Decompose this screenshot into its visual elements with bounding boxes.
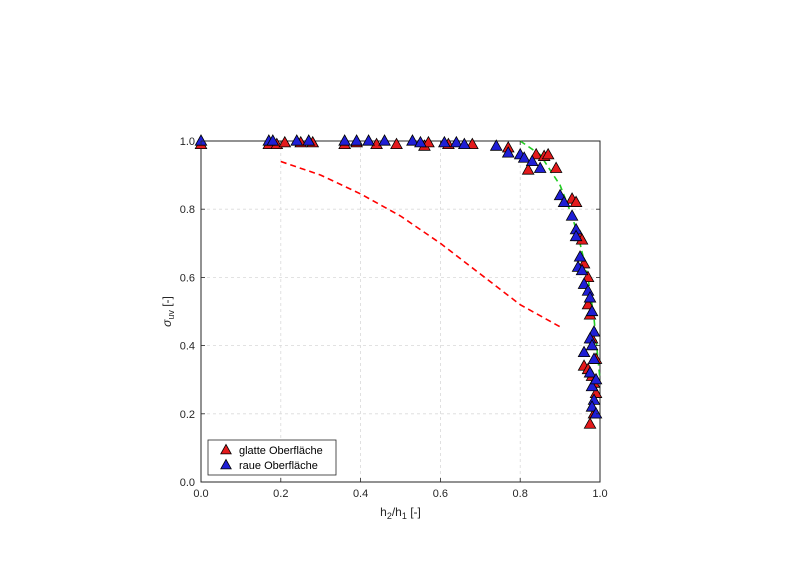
green-dashed-curve [519,140,601,380]
smooth-surface-point [549,161,563,173]
smooth-surface-point [581,297,595,310]
y-tick-label: 1.0 [180,136,195,148]
rough-surface-point [577,277,591,289]
rough-surface-point [525,154,539,167]
x-tick-label: 0.2 [273,488,288,500]
y-tick-label: 0.2 [180,409,195,421]
smooth-surface-point [278,135,292,148]
rough-surface-point [585,304,599,317]
y-tick-label: 0.6 [180,272,195,284]
points-layer [194,134,603,429]
y-tick-label: 0.0 [180,477,195,489]
rough-surface-point [583,291,597,303]
plot-frame [200,140,601,483]
y-tick-label: 0.8 [180,204,195,216]
smooth-surface-point [390,137,403,150]
y-axis-label: σuv [-] [160,296,176,327]
x-tick-label: 0.4 [353,488,368,500]
smooth-surface-point [529,147,543,160]
ticks-layer: 0.0 0.2 0.4 0.6 0.8 1.0 0.0 0.2 0.4 0.6 0.8 1.0 [180,136,608,500]
smooth-surface-point [583,417,597,429]
curves-layer [280,140,601,380]
smooth-surface-point [569,195,583,207]
rough-surface-point [589,372,603,385]
rough-surface-point [585,379,599,392]
rough-surface-point [569,229,583,242]
smooth-surface-point [541,147,555,160]
rough-surface-point [585,338,599,351]
rough-surface-point [406,134,419,146]
legend-label-smooth: glatte Oberfläche [239,445,323,457]
y-tick-label: 0.4 [180,341,195,353]
grid-lines [201,141,600,482]
rough-surface-point [457,137,471,150]
rough-surface-point [350,134,363,146]
legend-marker-smooth [220,443,232,455]
rough-surface-point [362,134,375,146]
rough-surface-point [557,195,571,207]
legend-marker-rough [220,458,232,470]
rough-surface-point [266,134,280,146]
red-dashed-curve [280,160,561,328]
rough-surface-point [589,406,603,419]
rough-surface-point [587,352,601,364]
legend-label-rough: raue Oberfläche [239,460,318,472]
rough-surface-point [302,134,316,146]
rough-surface-point [378,134,391,146]
smooth-surface-point [521,163,535,175]
x-axis-label: h2/h1 [-] [380,505,421,521]
rough-surface-point [517,151,531,163]
rough-surface-point [573,250,587,262]
rough-surface-point [449,135,463,148]
rough-surface-point [414,135,427,148]
legend: glatte Oberfläche raue Oberfläche [207,439,337,476]
rough-surface-point [533,161,547,173]
rough-surface-point [575,263,589,276]
smooth-surface-point [581,270,595,283]
x-tick-label: 0.8 [513,488,528,500]
rough-surface-point [338,134,352,146]
smooth-surface-point [465,137,479,150]
rough-surface-point [577,345,591,358]
x-tick-label: 0.0 [193,488,208,500]
smooth-surface-point [422,135,435,148]
x-tick-label: 0.6 [433,488,448,500]
rough-surface-point [438,135,451,148]
rough-surface-point [553,188,567,201]
rough-surface-point [290,134,304,146]
rough-surface-point [194,134,208,146]
rough-surface-point [489,139,503,151]
rough-surface-point [501,146,515,158]
x-tick-label: 1.0 [592,488,607,500]
rough-surface-point [587,325,601,337]
rough-surface-point [583,366,597,378]
rough-surface-point [585,400,599,412]
rough-surface-point [565,209,579,221]
